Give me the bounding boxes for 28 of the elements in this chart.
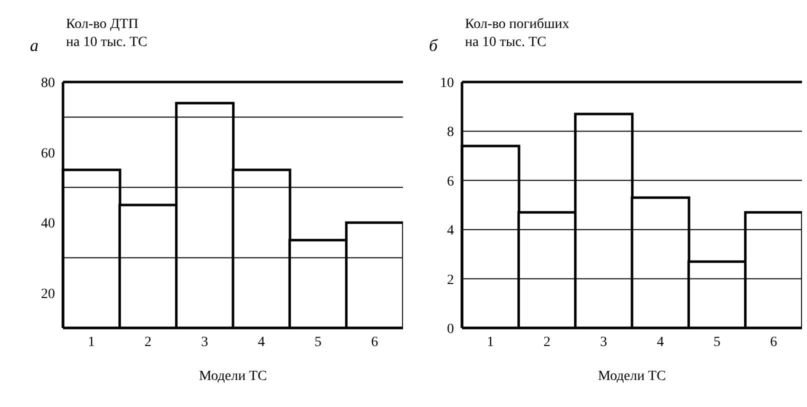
text: б	[429, 36, 438, 55]
x-tick-label: 3	[600, 334, 608, 350]
x-axis-title: Модели ТС	[598, 369, 666, 384]
y-tick-label: 6	[447, 174, 454, 190]
x-tick-label: 4	[258, 334, 265, 350]
x-tick-label: 1	[486, 334, 494, 350]
x-axis-title: Модели ТС	[199, 369, 267, 384]
y-tick-label: 20	[41, 286, 55, 302]
x-tick-label: 5	[314, 334, 322, 350]
x-tick-label: 4	[656, 334, 664, 350]
y-tick-label: 0	[447, 322, 454, 337]
x-tick-label: 3	[201, 334, 208, 350]
x-tick-label: 5	[714, 334, 720, 350]
x-tick-label: 6	[371, 334, 378, 350]
y-axis-title: Кол-во погибших на 10 тыс. ТС	[465, 16, 570, 52]
y-tick-label: 4	[447, 224, 454, 239]
y-tick-label: 2	[447, 272, 454, 288]
x-tick-label: 1	[88, 334, 95, 350]
x-tick-label: 2	[544, 334, 550, 350]
y-tick-label: 40	[41, 216, 55, 232]
y-tick-label: 10	[440, 76, 454, 91]
x-tick-label: 6	[770, 334, 778, 350]
text: а	[30, 36, 38, 55]
y-axis-title: Кол-во ДТП на 10 тыс. ТС	[66, 16, 148, 52]
y-tick-label: 80	[41, 76, 55, 91]
x-tick-label: 2	[144, 334, 152, 350]
y-tick-label: 60	[41, 146, 55, 162]
y-tick-label: 8	[447, 125, 454, 140]
